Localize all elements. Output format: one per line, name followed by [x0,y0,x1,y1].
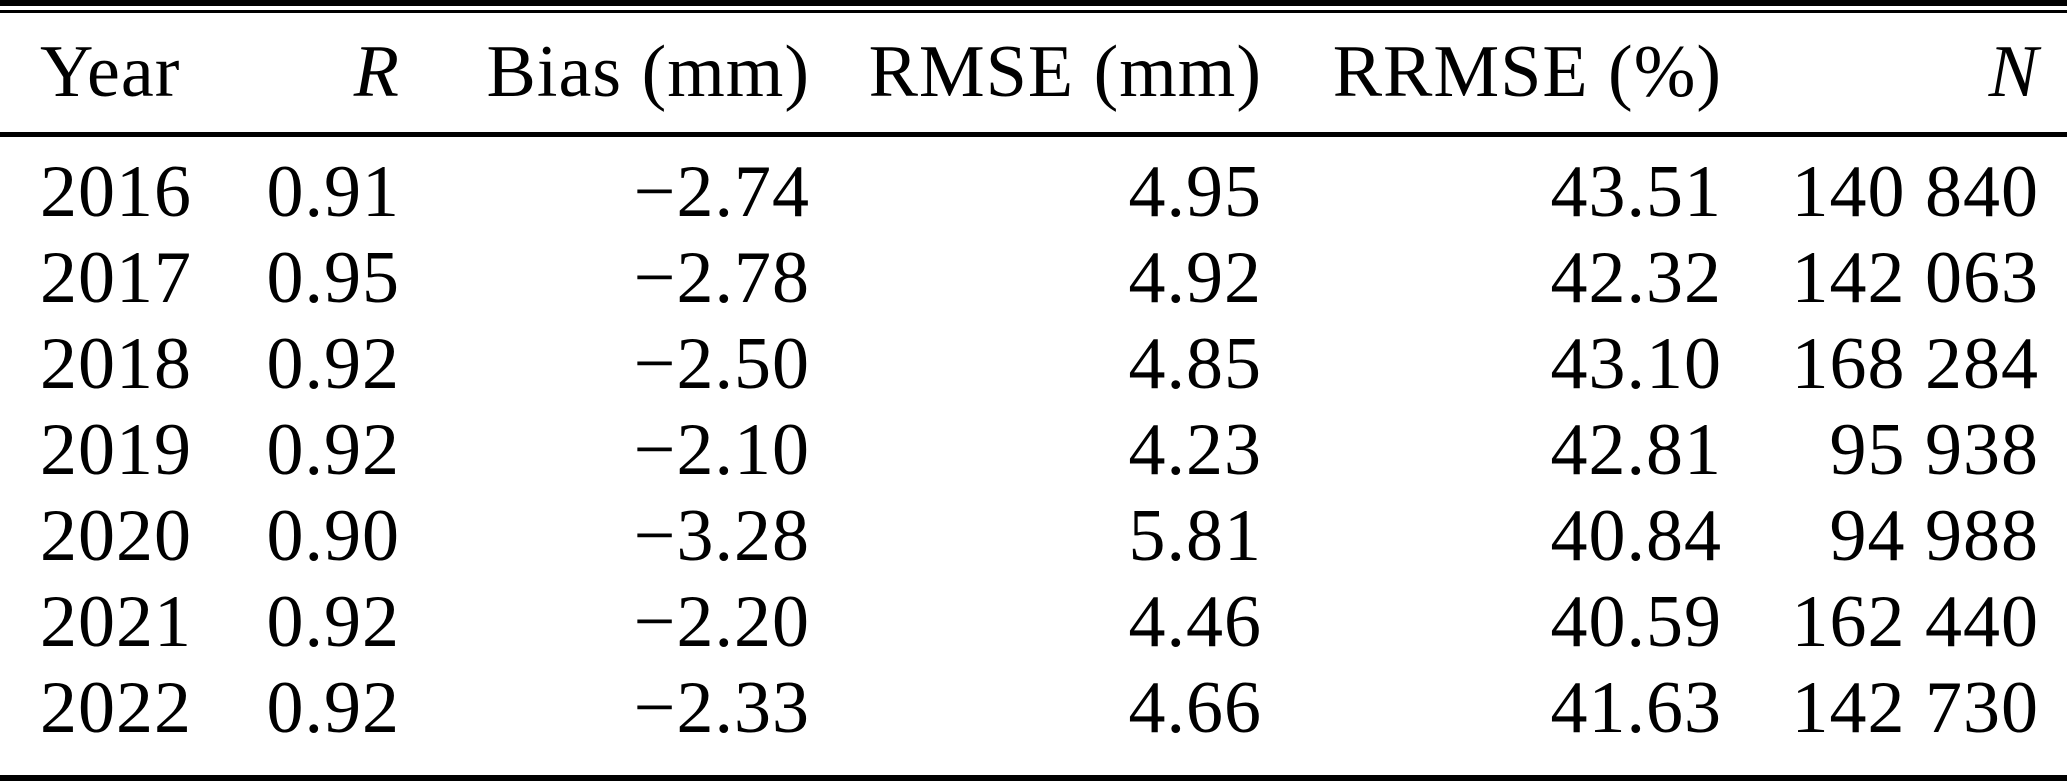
table-cell-year: 2016 [40,150,192,233]
table-cell-year: 2019 [40,408,192,491]
table-cell-rrmse: 40.84 [1550,494,1722,577]
column-header-n: N [1988,31,2039,113]
table-cell-n: 168 284 [1791,322,2039,405]
table-row: 2021 0.92 −2.20 4.46 40.59 162 440 [0,579,2067,665]
column-header-bias: Bias (mm) [486,31,810,113]
table-cell-rmse: 4.85 [1128,322,1262,405]
table-header-row: Year R Bias (mm) RMSE (mm) RRMSE (%) N [0,13,2067,132]
table-cell-r: 0.92 [266,666,400,749]
table-cell-bias: −2.10 [633,408,810,491]
table-cell-r: 0.92 [266,322,400,405]
table-cell-n: 94 988 [1829,494,2039,577]
table-cell-rmse: 4.92 [1128,236,1262,319]
bottom-rule [0,775,2067,781]
table-cell-n: 142 063 [1791,236,2039,319]
table-cell-rrmse: 42.81 [1550,408,1722,491]
table-row: 2018 0.92 −2.50 4.85 43.10 168 284 [0,321,2067,407]
table-row: 2022 0.92 −2.33 4.66 41.63 142 730 [0,665,2067,751]
top-rule-thin [0,10,2067,13]
table-cell-n: 162 440 [1791,580,2039,663]
table-cell-rmse: 4.46 [1128,580,1262,663]
table-cell-rrmse: 41.63 [1550,666,1722,749]
table-cell-n: 95 938 [1829,408,2039,491]
table-cell-rrmse: 43.10 [1550,322,1722,405]
table-row: 2019 0.92 −2.10 4.23 42.81 95 938 [0,407,2067,493]
column-header-r: R [353,31,400,113]
table-cell-rmse: 5.81 [1128,494,1262,577]
table-cell-bias: −2.74 [633,150,810,233]
table-cell-rmse: 4.23 [1128,408,1262,491]
table-body: 2016 0.91 −2.74 4.95 43.51 140 840 2017 0.95 −2.… [0,137,2067,751]
table-cell-year: 2018 [40,322,192,405]
table-cell-bias: −2.50 [633,322,810,405]
table-cell-r: 0.90 [266,494,400,577]
column-header-rrmse: RRMSE (%) [1332,31,1722,113]
table-cell-bias: −2.78 [633,236,810,319]
table-row: 2017 0.95 −2.78 4.92 42.32 142 063 [0,235,2067,321]
top-rule-thick [0,0,2067,6]
table-cell-year: 2021 [40,580,192,663]
table-cell-n: 140 840 [1791,150,2039,233]
table-cell-rrmse: 43.51 [1550,150,1722,233]
table-cell-year: 2022 [40,666,192,749]
table-cell-rmse: 4.66 [1128,666,1262,749]
table-cell-bias: −3.28 [633,494,810,577]
column-header-year: Year [40,31,181,113]
column-header-rmse: RMSE (mm) [868,31,1262,113]
table-cell-bias: −2.33 [633,666,810,749]
header-separator-rule [0,132,2067,137]
table-cell-n: 142 730 [1791,666,2039,749]
table-cell-r: 0.95 [266,236,400,319]
table-row: 2016 0.91 −2.74 4.95 43.51 140 840 [0,149,2067,235]
table-cell-rrmse: 40.59 [1550,580,1722,663]
table-cell-r: 0.91 [266,150,400,233]
table-cell-r: 0.92 [266,408,400,491]
table-cell-r: 0.92 [266,580,400,663]
table-cell-rmse: 4.95 [1128,150,1262,233]
table-cell-year: 2017 [40,236,192,319]
table-cell-rrmse: 42.32 [1550,236,1722,319]
table-row: 2020 0.90 −3.28 5.81 40.84 94 988 [0,493,2067,579]
table-cell-year: 2020 [40,494,192,577]
table-cell-bias: −2.20 [633,580,810,663]
